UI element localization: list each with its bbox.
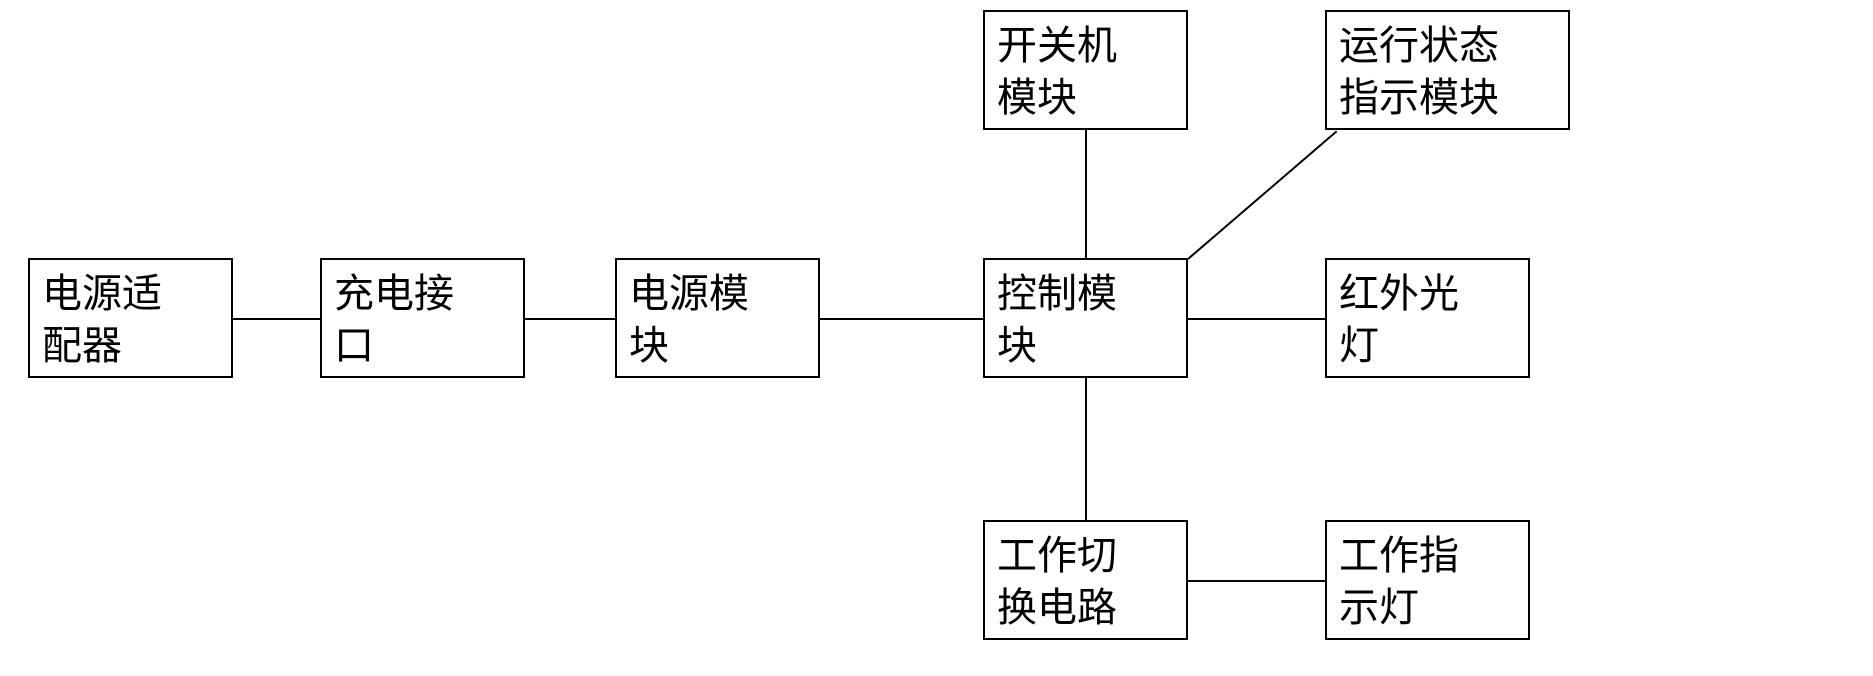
node-switch-module: 开关机 模块 xyxy=(983,10,1188,130)
node-ir-lamp: 红外光 灯 xyxy=(1325,258,1530,378)
node-power-module: 电源模 块 xyxy=(615,258,820,378)
node-status-module: 运行状态 指示模块 xyxy=(1325,10,1570,130)
edge-control-to-status xyxy=(1187,130,1337,260)
diagram-canvas: 电源适 配器 充电接 口 电源模 块 控制模 块 开关机 模块 运行状态 指示模… xyxy=(0,0,1873,676)
node-power-adapter: 电源适 配器 xyxy=(28,258,233,378)
node-label: 电源模 块 xyxy=(629,268,749,372)
node-label: 充电接 口 xyxy=(334,268,454,372)
node-label: 运行状态 指示模块 xyxy=(1339,20,1499,124)
edge-control-to-workswitch xyxy=(1085,378,1087,520)
node-label: 工作指 示灯 xyxy=(1339,530,1459,634)
node-work-switch-circuit: 工作切 换电路 xyxy=(983,520,1188,640)
node-label: 开关机 模块 xyxy=(997,20,1117,124)
edge-switch-to-control xyxy=(1085,130,1087,258)
edge-port-to-power xyxy=(525,318,615,320)
edge-power-to-control xyxy=(820,318,983,320)
node-label: 电源适 配器 xyxy=(42,268,162,372)
edge-control-to-ir xyxy=(1188,318,1325,320)
node-charge-port: 充电接 口 xyxy=(320,258,525,378)
edge-adapter-to-port xyxy=(233,318,320,320)
edge-workswitch-to-indicator xyxy=(1188,580,1325,582)
node-label: 工作切 换电路 xyxy=(997,530,1117,634)
node-label: 红外光 灯 xyxy=(1339,268,1459,372)
node-control-module: 控制模 块 xyxy=(983,258,1188,378)
node-work-indicator: 工作指 示灯 xyxy=(1325,520,1530,640)
node-label: 控制模 块 xyxy=(997,268,1117,372)
